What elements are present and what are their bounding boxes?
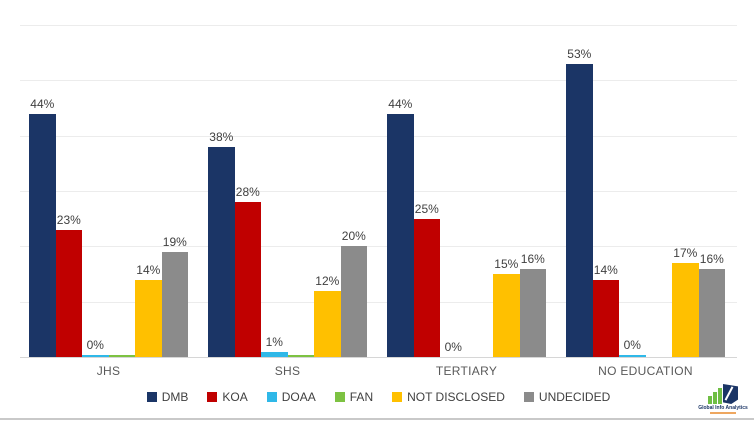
legend-item-undecided: UNDECIDED [523, 390, 611, 404]
bar-fan [287, 354, 314, 357]
gridline [20, 302, 737, 303]
legend-swatch-icon [334, 392, 345, 402]
bar-doaa [82, 355, 109, 357]
data-label: 20% [341, 229, 366, 244]
brand-tagline [710, 412, 736, 414]
data-label: 16% [520, 251, 545, 266]
legend-swatch-icon [207, 392, 218, 402]
category-label: JHS [96, 364, 121, 378]
bar-undecided [698, 268, 725, 357]
logo-bar-icon [718, 388, 722, 404]
legend-label: NOT DISCLOSED [407, 390, 505, 404]
bar-dmb [208, 146, 235, 357]
data-label: 44% [388, 96, 413, 111]
data-label: 44% [30, 96, 55, 111]
legend-label: KOA [222, 390, 248, 404]
data-label: 38% [209, 129, 234, 144]
bar-doaa [261, 351, 288, 357]
bar-undecided [519, 268, 546, 357]
gridline [20, 25, 737, 26]
bar-not-disclosed [672, 262, 699, 357]
gridline [20, 80, 737, 81]
bar-undecided [340, 246, 367, 357]
category-label: TERTIARY [435, 364, 498, 378]
legend-item-not-disclosed: NOT DISCLOSED [392, 390, 505, 404]
legend: DMB KOA DOAA FAN NOT DISCLOSED UNDECIDED [20, 389, 737, 405]
data-label: 0% [444, 340, 462, 354]
data-label: 23% [56, 212, 81, 227]
data-label: 14% [593, 262, 618, 277]
legend-item-doaa: DOAA [266, 390, 316, 404]
legend-item-dmb: DMB [146, 390, 189, 404]
legend-label: DOAA [281, 390, 316, 404]
data-label: 53% [567, 46, 592, 61]
data-label: 16% [699, 251, 724, 266]
bar-dmb [29, 113, 56, 357]
bar-koa [234, 202, 261, 357]
gridline [20, 136, 737, 137]
x-axis-line [20, 357, 737, 358]
bottom-divider [0, 418, 754, 420]
data-label: 14% [136, 262, 161, 277]
gridline [20, 191, 737, 192]
bar-dmb [387, 113, 414, 357]
data-label: 1% [265, 334, 283, 349]
legend-item-fan: FAN [334, 390, 374, 404]
legend-swatch-icon [266, 392, 277, 402]
legend-swatch-icon [146, 392, 157, 402]
bar-not-disclosed [493, 274, 520, 357]
legend-label: UNDECIDED [538, 390, 611, 404]
brand-logo-icon [708, 384, 738, 404]
data-label: 19% [162, 234, 187, 249]
legend-swatch-icon [523, 392, 534, 402]
legend-label: FAN [349, 390, 374, 404]
bar-dmb [566, 63, 593, 357]
data-label: 12% [315, 273, 340, 288]
bar-koa [592, 279, 619, 357]
legend-swatch-icon [392, 392, 403, 402]
bar-fan [108, 354, 135, 357]
bar-koa [413, 218, 440, 357]
brand-name: Global Info Analytics [698, 405, 748, 411]
bar-doaa [619, 355, 646, 357]
data-label: 0% [86, 338, 104, 353]
data-label: 25% [414, 201, 439, 216]
category-label: NO EDUCATION [598, 364, 693, 378]
legend-item-koa: KOA [207, 390, 248, 404]
bar-koa [55, 229, 82, 357]
gridline [20, 246, 737, 247]
bar-not-disclosed [314, 290, 341, 357]
brand-logo: Global Info Analytics [696, 384, 750, 416]
bar-undecided [161, 251, 188, 357]
logo-bar-icon [713, 392, 717, 404]
data-label: 0% [623, 338, 641, 353]
category-label: SHS [274, 364, 301, 378]
data-label: 15% [494, 257, 519, 271]
logo-bar-icon [708, 396, 712, 404]
legend-label: DMB [161, 390, 189, 404]
data-label: 28% [235, 185, 260, 200]
bar-not-disclosed [135, 279, 162, 357]
data-label: 17% [673, 245, 698, 260]
